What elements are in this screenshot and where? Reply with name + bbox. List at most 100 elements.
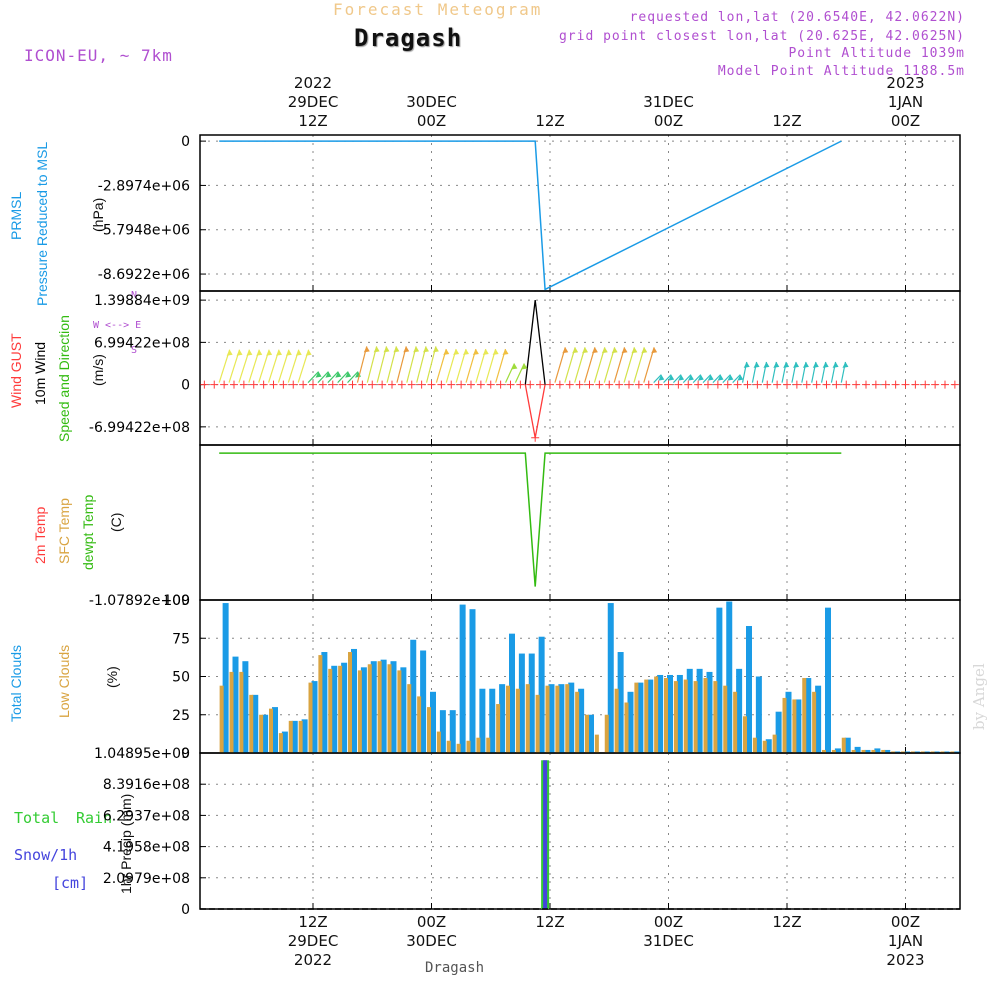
wind-line [524,300,546,385]
wind-arrowhead [582,347,589,354]
total-cloud-bar [874,748,881,753]
y-tick-label: 0 [181,378,190,394]
low-cloud-bar [772,734,777,753]
wind-arrowhead [717,374,724,381]
total-cloud-bar [222,603,229,753]
axis-tick-line: 2022 [293,951,333,969]
total-cloud-bar [775,711,782,753]
wind-arrowhead [521,363,528,370]
wind-arrow [514,363,525,383]
y-tick-label: 75 [172,631,190,647]
temp-unit-label: (C) [108,512,124,532]
wind-arrowhead [591,347,598,354]
total-cloud-bar [272,707,278,753]
wind-arrow [218,349,231,383]
precip-rain-label: Rain [76,809,113,827]
low-cloud-bar [920,751,925,753]
total-cloud-bar [716,607,723,753]
low-cloud-bar [654,676,659,753]
total-cloud-bar [825,607,831,753]
low-cloud-bar [565,684,570,753]
total-cloud-bar [904,751,910,753]
low-clouds-label: Low Clouds [56,644,72,718]
total-cloud-bar [439,710,446,753]
temp-sfc-label: SFC Temp [56,498,72,564]
total-cloud-bar [854,746,861,753]
precip-snow-label: Snow/1h [14,846,78,864]
low-cloud-bar [387,664,392,753]
wind-arrowhead [832,361,839,368]
total-cloud-bar [884,749,891,753]
wind-arrowhead [295,349,302,356]
wind-10m-label: 10m Wind [32,341,48,405]
compass-n: N [131,290,138,301]
y-tick-label: 1.04895e+09 [94,746,190,762]
pressure-panel: 0 -2.8974e+06 -5.7948e+06 -8.6922e+06 [98,134,961,292]
low-cloud-bar [466,740,471,753]
axis-tick-line: 12Z [535,112,565,130]
wind-arrow [830,361,837,383]
wind-arrowhead [651,347,658,354]
total-cloud-bar [815,685,822,753]
wind-arrow [347,371,359,384]
grid-point-coords: grid point closest lon,lat (20.625E, 42.… [558,29,965,44]
wind-arrow [337,371,349,384]
total-cloud-bar [380,659,387,753]
total-cloud-bar [765,739,772,753]
low-cloud-bar [703,678,708,753]
low-cloud-bar [229,671,234,753]
low-cloud-bar [901,751,905,753]
wind-arrow [258,349,270,383]
wind-panel: 1.39884e+09 6.99422e+08 0 -6.99422e+08 [89,290,961,446]
wind-arrowhead [383,346,390,353]
low-cloud-bar [644,679,649,753]
wind-arrow [574,347,586,383]
wind-arrow [643,347,655,383]
wind-arrow [603,347,616,383]
total-cloud-bar [301,719,308,753]
y-tick-label: 50 [172,670,190,686]
total-cloud-bar [844,737,851,753]
total-cloud-bar [341,662,348,753]
total-cloud-bar [489,688,496,753]
low-cloud-bar [496,704,501,753]
wind-arrowhead [472,349,479,356]
wind-arrowhead [763,361,770,368]
low-cloud-bar [871,749,876,753]
low-cloud-bar [259,714,264,753]
wind-arrow [820,361,827,383]
low-cloud-bar [367,664,372,753]
y-tick-label: 0 [181,746,190,762]
total-cloud-bar [953,751,960,753]
total-cloud-bar [933,751,940,753]
wind-arrow [228,349,241,383]
location-title: Dragash [354,24,463,52]
axis-tick-line: 00Z [653,112,684,130]
wind-arrow [317,371,329,384]
wind-arrow [416,346,427,383]
y-tick-label: 8.3916e+08 [103,777,190,793]
total-cloud-bar [657,674,664,753]
wind-arrowhead [462,349,469,356]
clouds-unit-label: (%) [104,666,120,688]
wind-arrowhead [482,349,489,356]
total-cloud-bar [588,714,594,753]
total-cloud-bar [252,694,259,753]
y-tick-label: -6.99422e+08 [89,420,190,436]
wind-arrow [406,346,417,383]
total-cloud-bar [242,661,249,753]
model-point-altitude: Model Point Altitude 1188.5m [717,64,965,79]
low-cloud-bar [782,697,787,753]
wind-arrowhead [413,346,420,353]
low-cloud-bar [881,749,886,753]
wind-arrow [267,349,280,383]
low-cloud-bar [298,720,303,753]
low-cloud-bar [397,670,402,753]
wind-arrow [623,347,635,383]
top-axis-tick-label: 2022 29DEC 12Z [273,74,353,131]
wind-arrowhead [727,374,734,381]
pressure-unit-label: (hPa) [90,197,106,232]
wind-gust-label: Wind GUST [8,333,24,408]
wind-arrowhead [443,349,450,356]
total-cloud-bar [864,749,871,753]
